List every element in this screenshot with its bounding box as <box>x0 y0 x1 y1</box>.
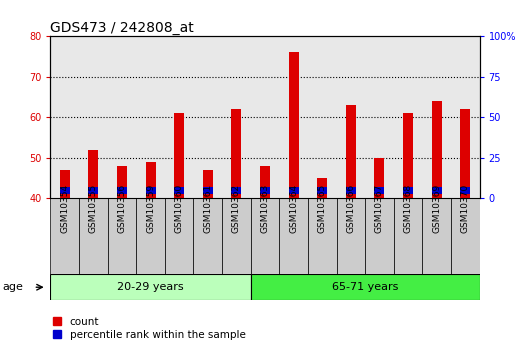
Bar <box>50 198 79 274</box>
Text: GSM10365: GSM10365 <box>318 183 326 233</box>
Bar <box>403 187 413 194</box>
Bar <box>108 198 136 274</box>
Text: 65-71 years: 65-71 years <box>332 282 399 292</box>
Text: GSM10356: GSM10356 <box>118 183 126 233</box>
Bar <box>79 198 108 274</box>
Bar <box>50 274 251 300</box>
Bar <box>117 166 127 198</box>
Bar <box>60 187 69 194</box>
Bar <box>260 166 270 198</box>
Bar <box>260 187 270 194</box>
Text: age: age <box>3 282 23 292</box>
Bar <box>317 178 327 198</box>
Text: GSM10362: GSM10362 <box>232 184 241 233</box>
Bar <box>165 198 193 274</box>
Text: GSM10370: GSM10370 <box>461 183 470 233</box>
Bar <box>394 198 422 274</box>
Bar <box>193 198 222 274</box>
Bar <box>251 274 480 300</box>
Bar <box>146 187 155 194</box>
Bar <box>337 198 365 274</box>
Bar <box>403 113 413 198</box>
Text: GSM10369: GSM10369 <box>432 183 441 233</box>
Text: GSM10368: GSM10368 <box>404 183 412 233</box>
Bar <box>174 187 184 194</box>
Bar <box>461 187 470 194</box>
Bar <box>346 187 356 194</box>
Bar <box>117 187 127 194</box>
Bar <box>89 150 98 198</box>
Bar <box>451 198 480 274</box>
Bar <box>289 187 298 194</box>
Bar <box>308 198 337 274</box>
Bar <box>375 158 384 198</box>
Text: GSM10361: GSM10361 <box>204 183 212 233</box>
Text: 20-29 years: 20-29 years <box>117 282 184 292</box>
Text: GSM10366: GSM10366 <box>347 183 355 233</box>
Bar <box>317 187 327 194</box>
Text: GDS473 / 242808_at: GDS473 / 242808_at <box>50 21 194 35</box>
Text: GSM10360: GSM10360 <box>175 183 183 233</box>
Bar <box>251 198 279 274</box>
Bar <box>375 187 384 194</box>
Bar <box>203 187 213 194</box>
Bar <box>432 187 441 194</box>
Text: GSM10363: GSM10363 <box>261 183 269 233</box>
Bar <box>346 105 356 198</box>
Bar <box>232 187 241 194</box>
Bar <box>461 109 470 198</box>
Bar <box>289 52 298 198</box>
Bar <box>279 198 308 274</box>
Bar <box>174 113 184 198</box>
Bar <box>232 109 241 198</box>
Bar <box>422 198 451 274</box>
Bar <box>203 170 213 198</box>
Legend: count, percentile rank within the sample: count, percentile rank within the sample <box>53 317 245 340</box>
Text: GSM10359: GSM10359 <box>146 183 155 233</box>
Bar <box>89 187 98 194</box>
Text: GSM10367: GSM10367 <box>375 183 384 233</box>
Text: GSM10355: GSM10355 <box>89 183 98 233</box>
Bar <box>222 198 251 274</box>
Bar <box>146 162 155 198</box>
Bar <box>365 198 394 274</box>
Bar <box>60 170 69 198</box>
Text: GSM10354: GSM10354 <box>60 184 69 233</box>
Bar <box>136 198 165 274</box>
Text: GSM10364: GSM10364 <box>289 184 298 233</box>
Bar <box>432 101 441 198</box>
